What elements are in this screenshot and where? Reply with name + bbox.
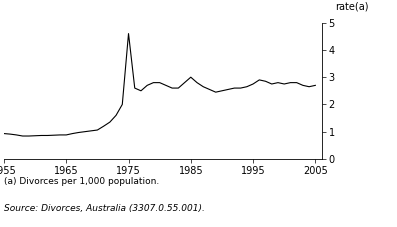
Text: rate(a): rate(a)	[335, 2, 369, 12]
Text: (a) Divorces per 1,000 population.: (a) Divorces per 1,000 population.	[4, 177, 159, 186]
Text: Source: Divorces, Australia (3307.0.55.001).: Source: Divorces, Australia (3307.0.55.0…	[4, 204, 205, 213]
